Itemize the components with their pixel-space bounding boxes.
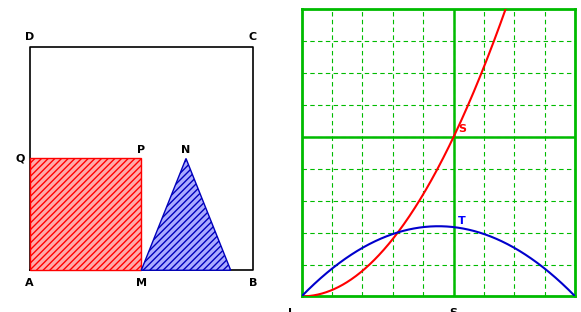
Text: D: D [25,32,34,42]
Text: C: C [249,32,257,42]
Text: I: I [288,308,292,312]
Text: T: T [458,216,466,226]
Text: S: S [458,124,466,134]
Text: S: S [450,308,458,312]
Text: M: M [136,278,147,288]
Polygon shape [141,158,231,270]
Text: A: A [25,278,34,288]
Text: Q: Q [16,154,25,163]
Text: N: N [181,145,191,155]
Polygon shape [30,158,141,270]
Text: B: B [249,278,257,288]
Text: P: P [137,145,145,155]
